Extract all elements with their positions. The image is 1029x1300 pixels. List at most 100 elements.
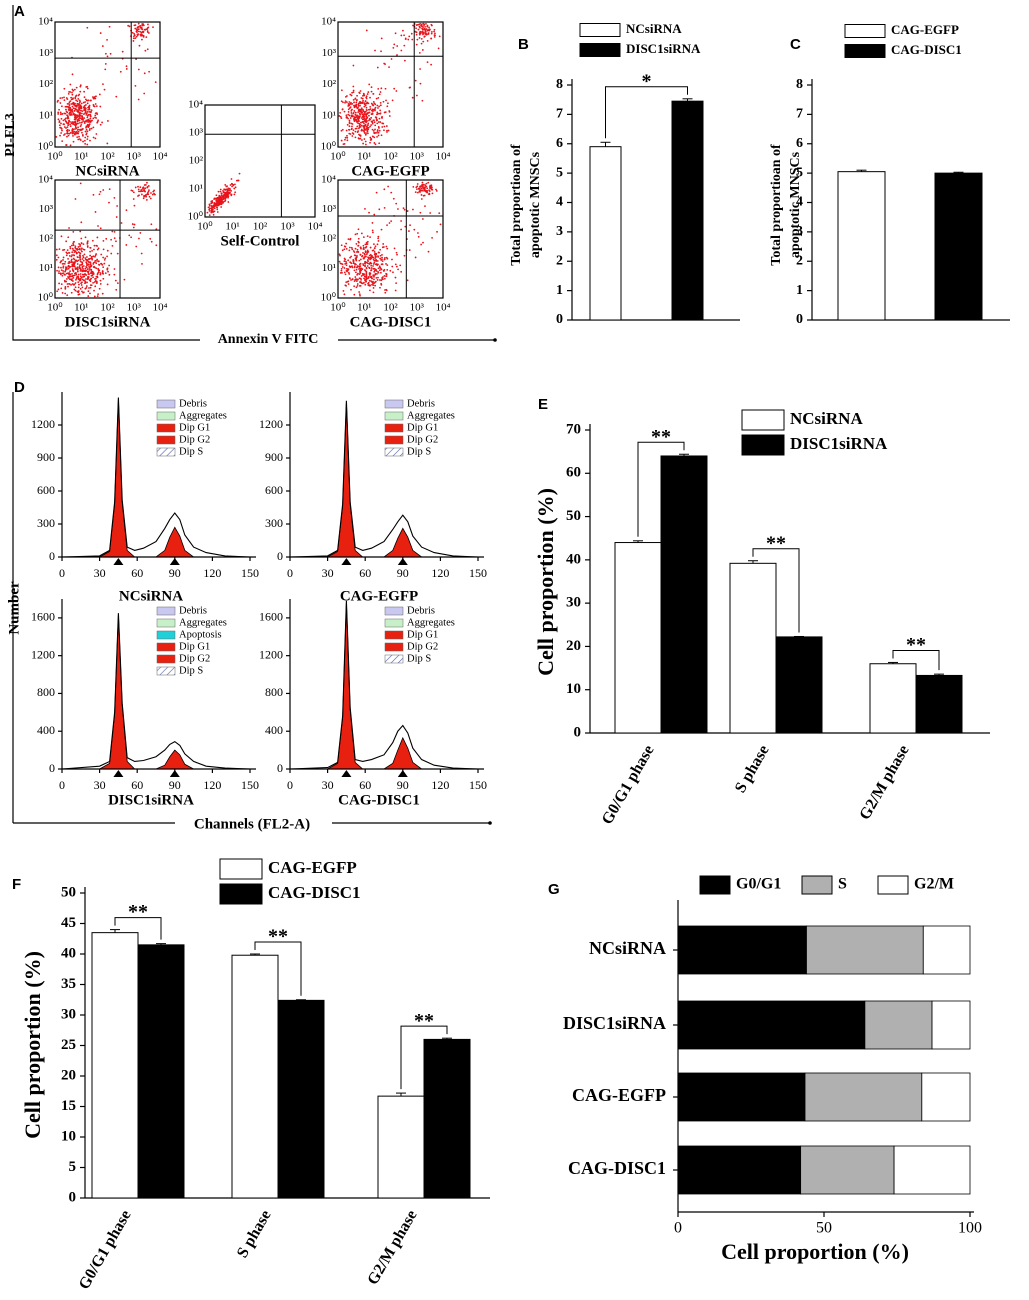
y-tick-label: 10⁴ — [38, 16, 53, 28]
cell-dot — [113, 273, 116, 276]
cell-dot — [366, 265, 369, 267]
cell-dot — [90, 127, 93, 130]
x-tick-label: 150 — [241, 778, 259, 792]
cell-dot — [381, 278, 384, 281]
cell-dot — [426, 187, 429, 190]
cell-dot — [353, 269, 356, 272]
cell-dot — [220, 200, 223, 203]
cell-dot — [345, 101, 348, 104]
cell-dot — [211, 209, 214, 211]
cell-dot — [419, 30, 422, 33]
cell-dot — [87, 108, 90, 111]
cell-dot — [223, 200, 226, 203]
peak-marker — [113, 770, 124, 777]
cell-dot — [80, 242, 83, 245]
cell-dot — [368, 111, 371, 114]
y-tick-label: 1600 — [259, 610, 283, 624]
cell-dot — [408, 35, 411, 38]
cell-dot — [348, 101, 351, 103]
cell-dot — [92, 281, 94, 284]
cell-dot — [361, 121, 364, 123]
cell-dot — [363, 248, 365, 250]
cell-dot — [412, 24, 414, 27]
y-tick-label: 400 — [265, 723, 283, 737]
cell-dot — [85, 119, 88, 122]
cell-dot — [359, 284, 362, 287]
bar — [231, 954, 279, 1199]
cell-dot — [106, 255, 108, 258]
cell-dot — [132, 226, 135, 229]
cell-dot — [406, 279, 409, 282]
cell-dot — [89, 115, 92, 118]
cell-dot — [95, 262, 98, 265]
y-tick-label: 45 — [61, 915, 76, 931]
cell-dot — [99, 273, 102, 276]
dot-cloud — [338, 181, 442, 297]
cell-dot — [75, 259, 78, 262]
cell-dot — [82, 291, 85, 294]
cell-dot — [356, 248, 359, 251]
cell-dot — [353, 293, 356, 296]
cell-dot — [80, 123, 83, 126]
cell-dot — [69, 265, 72, 268]
cell-dot — [70, 259, 73, 262]
cell-dot — [111, 244, 114, 247]
cell-dot — [222, 189, 224, 192]
significance-bracket — [114, 917, 162, 940]
cell-dot — [119, 70, 122, 73]
x-tick-label: 60 — [131, 566, 143, 580]
cell-dot — [379, 279, 381, 281]
cell-dot — [67, 264, 70, 267]
cell-dot — [79, 287, 82, 290]
cell-dot — [72, 269, 75, 272]
y-tick-label: 10² — [189, 155, 204, 167]
cell-dot — [79, 258, 82, 261]
y-tick-label: 600 — [265, 483, 283, 497]
cell-dot — [137, 33, 140, 36]
bar-segment — [893, 1145, 971, 1195]
cell-dot — [77, 106, 80, 109]
cell-dot — [232, 184, 235, 187]
cell-dot — [134, 27, 137, 30]
cell-dot — [95, 95, 97, 98]
cell-dot — [142, 30, 145, 33]
cell-dot — [76, 270, 79, 273]
cell-dot — [130, 236, 133, 239]
total-curve — [61, 613, 251, 770]
cell-dot — [376, 135, 378, 138]
cell-dot — [359, 90, 362, 92]
cell-dot — [108, 264, 111, 267]
cell-dot — [417, 232, 419, 234]
cell-dot — [86, 99, 89, 102]
cell-dot — [374, 116, 377, 119]
cell-dot — [137, 98, 140, 101]
cell-dot — [363, 277, 365, 280]
cell-dot — [71, 132, 74, 135]
cell-dot — [62, 272, 65, 275]
cell-dot — [222, 191, 225, 194]
cell-dot — [371, 103, 374, 106]
cell-dot — [61, 113, 64, 115]
cell-dot — [358, 122, 361, 125]
cell-dot — [66, 278, 68, 280]
cell-dot — [366, 120, 368, 122]
cell-dot — [83, 90, 86, 93]
cell-dot — [73, 109, 76, 112]
cell-dot — [75, 123, 78, 126]
x-tick-label: 10³ — [127, 151, 142, 163]
x-tick-label: 60 — [359, 566, 371, 580]
cell-dot — [69, 125, 72, 128]
cell-dot — [230, 182, 233, 185]
cell-dot — [146, 186, 149, 188]
cell-dot — [87, 263, 90, 266]
legend-swatch — [384, 423, 404, 433]
plot-frame — [204, 104, 316, 218]
cell-dot — [362, 113, 365, 115]
cell-dot — [65, 144, 68, 146]
cell-dot — [140, 193, 143, 196]
cell-dot — [85, 266, 88, 269]
cell-dot — [351, 278, 354, 280]
cell-dot — [438, 35, 441, 38]
cell-dot — [73, 274, 76, 277]
total-curve — [289, 400, 479, 558]
